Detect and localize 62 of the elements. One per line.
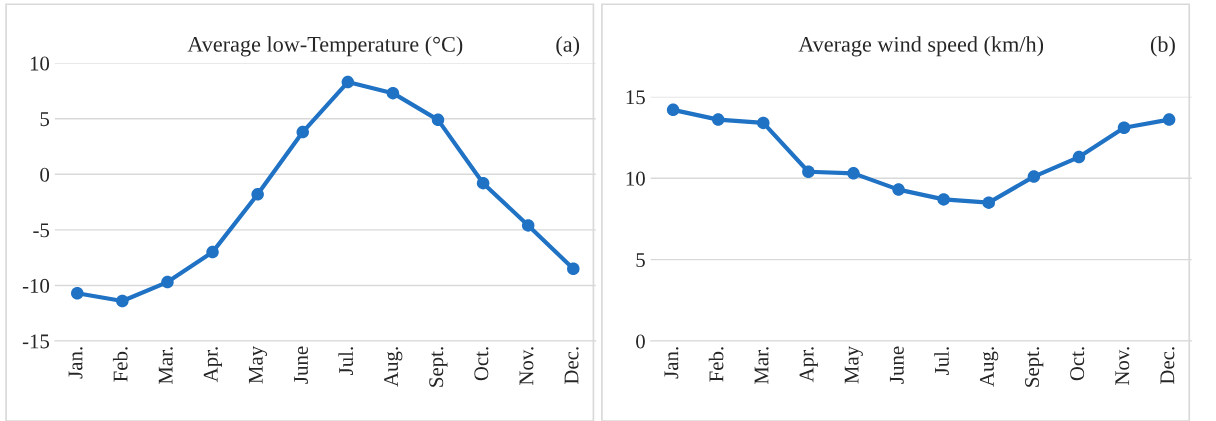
x-tick-label: Mar. <box>754 347 769 385</box>
x-tick-label: Mar. <box>158 347 173 385</box>
point <box>206 245 219 259</box>
chart-title: Average wind speed (km/h) <box>798 36 1044 57</box>
x-tick-label: Jan. <box>664 347 679 379</box>
x-tick-label: June <box>889 346 904 384</box>
x-tick-label: Jul. <box>338 347 354 375</box>
point <box>386 86 400 100</box>
x-tick-label: Oct. <box>1070 347 1085 381</box>
x-tick-label: May <box>248 345 268 384</box>
x-tick-label: Feb. <box>112 347 128 382</box>
y-tick-label: -15 <box>22 334 50 349</box>
point <box>476 176 490 190</box>
point <box>1027 170 1041 183</box>
chart-title: Average low-Temperature (°C) <box>187 36 463 57</box>
point <box>847 167 860 180</box>
x-tick-label: Nov. <box>1115 347 1130 386</box>
y-tick-label: 10 <box>30 56 50 71</box>
x-tick-label: Dec. <box>564 347 579 385</box>
point <box>521 219 535 232</box>
y-tick-label: 5 <box>40 112 50 127</box>
point <box>1117 121 1131 135</box>
x-tick-label: June <box>294 346 308 384</box>
text: (a) <box>556 36 580 57</box>
point <box>937 193 950 206</box>
x-tick-label: May <box>844 345 863 384</box>
x-tick-label: Nov. <box>519 347 534 386</box>
x-tick-label: Apr. <box>799 347 818 383</box>
y-tick-label: -10 <box>22 278 50 293</box>
point <box>1162 113 1176 126</box>
point <box>431 113 445 127</box>
x-tick-label: Jan. <box>68 347 83 379</box>
point <box>251 188 264 201</box>
x-tick-label: Sept. <box>429 347 448 387</box>
x-tick-label: Apr. <box>203 347 222 383</box>
point <box>892 183 905 196</box>
y-tick-label: 0 <box>636 334 645 349</box>
point <box>296 125 309 139</box>
x-tick-label: Feb. <box>708 347 724 382</box>
point <box>341 75 355 89</box>
point <box>757 116 770 130</box>
point <box>116 294 129 308</box>
point <box>982 196 996 209</box>
x-tick-label: Dec. <box>1160 347 1175 385</box>
x-tick-label: Aug. <box>384 347 403 387</box>
x-tick-label: Sept. <box>1025 347 1044 387</box>
y-tick-label: 10 <box>626 171 645 186</box>
y-tick-label: 0 <box>40 167 50 182</box>
x-tick-label: Aug. <box>979 347 999 387</box>
point <box>161 275 174 289</box>
text: (b) <box>1150 36 1175 57</box>
point <box>1072 150 1086 164</box>
y-tick-label: 15 <box>626 90 645 105</box>
y-tick-label: 5 <box>636 253 645 268</box>
point <box>666 103 680 117</box>
point <box>567 262 580 276</box>
point <box>802 165 815 178</box>
point <box>71 286 84 300</box>
x-tick-label: Jul. <box>934 347 949 375</box>
x-tick-label: Oct. <box>474 347 489 381</box>
point <box>711 113 725 126</box>
y-tick-label: -5 <box>33 223 50 238</box>
